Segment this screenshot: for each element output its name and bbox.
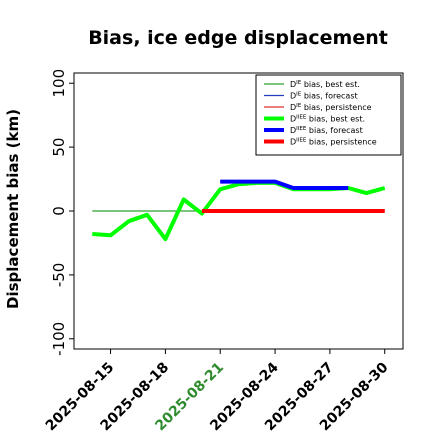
legend: DIE bias, best est. DIE bias, forecast DIE…	[255, 74, 402, 156]
legend-entry: DIE bias, forecast	[290, 92, 358, 101]
chart-title: Bias, ice edge displacement	[88, 27, 388, 49]
series-line-5	[220, 179, 349, 190]
series-group	[92, 179, 386, 242]
legend-entry: DIE bias, persistence	[290, 103, 372, 112]
y-tick-label: 100	[50, 69, 68, 98]
legend-entry: DIIEE bias, best est.	[290, 115, 365, 124]
y-tick-label: 50	[50, 138, 68, 157]
y-axis-label: Displacement bias (km)	[4, 109, 22, 309]
legend-box	[255, 74, 402, 156]
y-tick-label: 0	[50, 206, 68, 216]
y-tick-label: -50	[50, 263, 68, 288]
legend-entry: DIIEE bias, forecast	[290, 126, 363, 135]
legend-entry: DIE bias, best est.	[290, 80, 360, 89]
y-tick-label: -100	[50, 322, 68, 356]
legend-entry: DIIEE bias, persistence	[290, 138, 377, 147]
